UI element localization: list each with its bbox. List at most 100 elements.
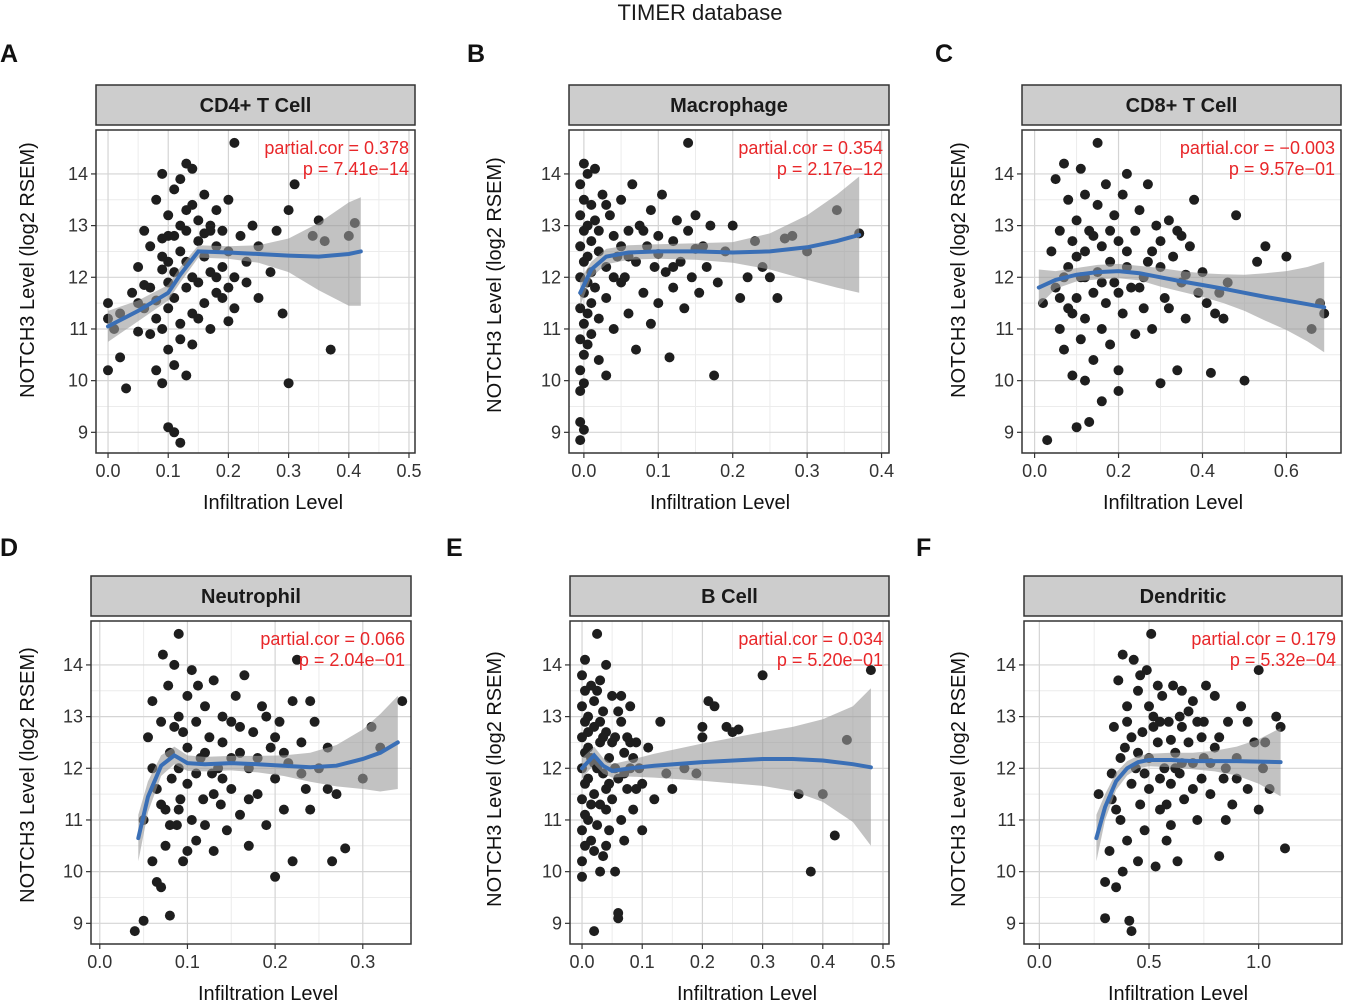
data-point xyxy=(175,437,186,448)
fit-line xyxy=(106,249,363,329)
data-point xyxy=(607,690,618,701)
data-point xyxy=(173,711,184,722)
data-point xyxy=(181,282,192,293)
panel-e: E B Cell 0.0 0.1 0.2 0.3 0.4 0.5 9 10 11 12 13 14 p… xyxy=(446,534,896,1003)
data-point xyxy=(1189,194,1200,205)
data-point xyxy=(1117,189,1128,200)
data-point xyxy=(182,742,193,753)
y-tick-label: 11 xyxy=(997,810,1016,830)
data-point xyxy=(198,794,209,805)
data-point xyxy=(1165,778,1176,789)
data-point xyxy=(175,318,186,329)
y-tick-label: 9 xyxy=(78,422,88,442)
data-point xyxy=(1155,773,1165,784)
data-point xyxy=(223,282,234,293)
data-point xyxy=(200,820,210,831)
data-point xyxy=(151,194,162,205)
data-point xyxy=(1236,701,1247,712)
data-point xyxy=(1214,732,1225,743)
data-point xyxy=(829,830,840,841)
data-point xyxy=(1260,241,1271,252)
data-point xyxy=(173,628,184,639)
data-point xyxy=(287,696,298,707)
p-value-label: p = 5.32e−04 xyxy=(1230,650,1336,670)
plot-background xyxy=(1024,621,1342,944)
data-point xyxy=(577,701,587,712)
y-tick-label: 13 xyxy=(63,707,83,727)
data-point xyxy=(1117,649,1128,660)
data-point xyxy=(690,210,701,221)
data-point xyxy=(613,913,624,924)
fit-line xyxy=(1036,269,1327,310)
data-point xyxy=(616,690,627,701)
data-point xyxy=(156,716,167,727)
data-point xyxy=(205,220,216,231)
data-point xyxy=(1144,784,1154,794)
data-point xyxy=(156,882,167,893)
data-point xyxy=(322,784,333,794)
data-point xyxy=(1122,701,1133,712)
data-point xyxy=(1139,768,1150,779)
confidence-band xyxy=(138,695,398,862)
data-point xyxy=(200,701,210,712)
data-point xyxy=(305,804,316,815)
data-point xyxy=(325,344,336,355)
y-tick-label: 11 xyxy=(542,319,561,339)
plot-frame xyxy=(569,620,890,945)
data-point xyxy=(169,184,180,195)
data-point xyxy=(757,670,768,681)
data-point xyxy=(1080,313,1090,324)
data-point xyxy=(1071,251,1082,262)
data-point xyxy=(1133,856,1143,867)
fit-line xyxy=(136,740,400,841)
data-point xyxy=(157,378,168,389)
data-point xyxy=(668,262,679,272)
data-point xyxy=(577,871,587,882)
partial-cor-label: partial.cor = −0.003 xyxy=(1180,138,1335,158)
data-point xyxy=(211,272,222,283)
data-point xyxy=(733,724,744,735)
data-point xyxy=(772,293,783,303)
data-point xyxy=(619,272,630,283)
data-point xyxy=(597,189,608,200)
data-point xyxy=(1100,913,1111,924)
data-point xyxy=(578,349,589,360)
data-point xyxy=(103,365,113,376)
data-point xyxy=(270,773,281,784)
data-point xyxy=(592,820,603,831)
data-point xyxy=(1152,680,1163,691)
data-point xyxy=(241,277,252,288)
data-point xyxy=(230,690,241,701)
data-point xyxy=(589,696,600,707)
data-point xyxy=(1174,711,1185,722)
plot-area: 0.0 0.1 0.2 0.3 0.4 0.5 9 10 11 12 13 14 xyxy=(68,129,422,481)
x-tick-label: 0.4 xyxy=(1190,461,1215,481)
y-tick-label: 12 xyxy=(68,267,88,287)
data-point xyxy=(601,840,612,851)
data-point xyxy=(204,732,215,743)
x-tick-label: 0.4 xyxy=(869,461,894,481)
plot-frame xyxy=(1021,129,1342,454)
data-point xyxy=(1242,784,1253,794)
data-point xyxy=(217,262,228,272)
data-point xyxy=(226,784,237,794)
data-point xyxy=(598,706,609,717)
y-tick-label: 10 xyxy=(994,371,1014,391)
panel-f: F Dendritic 0.0 0.5 1.0 9 10 11 12 13 14 partial… xyxy=(916,534,1343,1003)
data-point xyxy=(575,334,586,345)
data-point xyxy=(1163,303,1174,314)
data-point xyxy=(1109,210,1120,221)
data-point xyxy=(1096,396,1107,407)
x-axis-label: Infiltration Level xyxy=(203,492,343,514)
data-point xyxy=(608,324,619,334)
data-point xyxy=(657,189,667,200)
data-point xyxy=(625,701,636,712)
data-point xyxy=(637,825,648,836)
data-point xyxy=(1088,355,1099,365)
y-axis-label: NOTCH3 Level (log2 RSEM) xyxy=(17,647,39,903)
data-point xyxy=(1183,706,1194,717)
data-point xyxy=(645,205,656,216)
data-point xyxy=(582,168,593,179)
data-point xyxy=(163,303,174,314)
data-point xyxy=(300,784,311,794)
